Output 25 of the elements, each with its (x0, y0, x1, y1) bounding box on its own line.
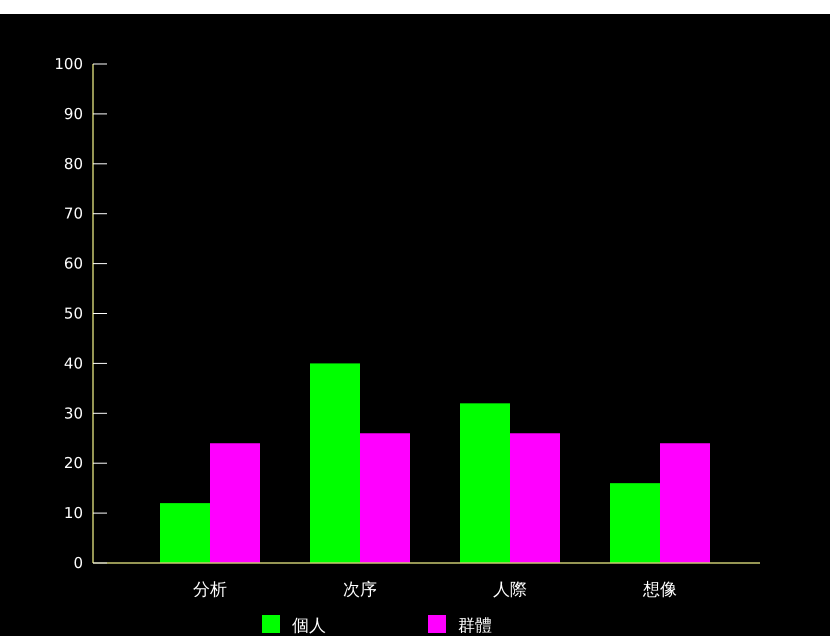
bar (660, 443, 710, 563)
y-tick-label: 50 (64, 304, 83, 322)
bar (160, 503, 210, 563)
bar (210, 443, 260, 563)
y-tick-label: 0 (73, 554, 83, 572)
y-tick-label: 90 (64, 104, 83, 123)
y-tick-label: 80 (64, 154, 83, 173)
bar (460, 403, 510, 563)
y-tick-label: 10 (64, 504, 83, 522)
x-tick-label: 想像 (642, 580, 677, 600)
y-tick-label: 70 (64, 204, 83, 223)
y-tick-label: 100 (54, 55, 83, 73)
y-tick-label: 60 (64, 254, 83, 273)
legend-label: 群體 (458, 616, 492, 636)
y-tick-label: 30 (64, 404, 83, 422)
x-tick-label: 分析 (193, 580, 227, 600)
legend-label: 個人 (292, 616, 326, 636)
y-tick-label: 40 (64, 354, 83, 372)
y-tick-label: 20 (64, 454, 83, 472)
x-tick-label: 次序 (343, 580, 377, 600)
bar (360, 433, 410, 563)
bar (310, 363, 360, 563)
bar (610, 483, 660, 563)
x-tick-label: 人際 (493, 580, 527, 600)
bar (510, 433, 560, 563)
